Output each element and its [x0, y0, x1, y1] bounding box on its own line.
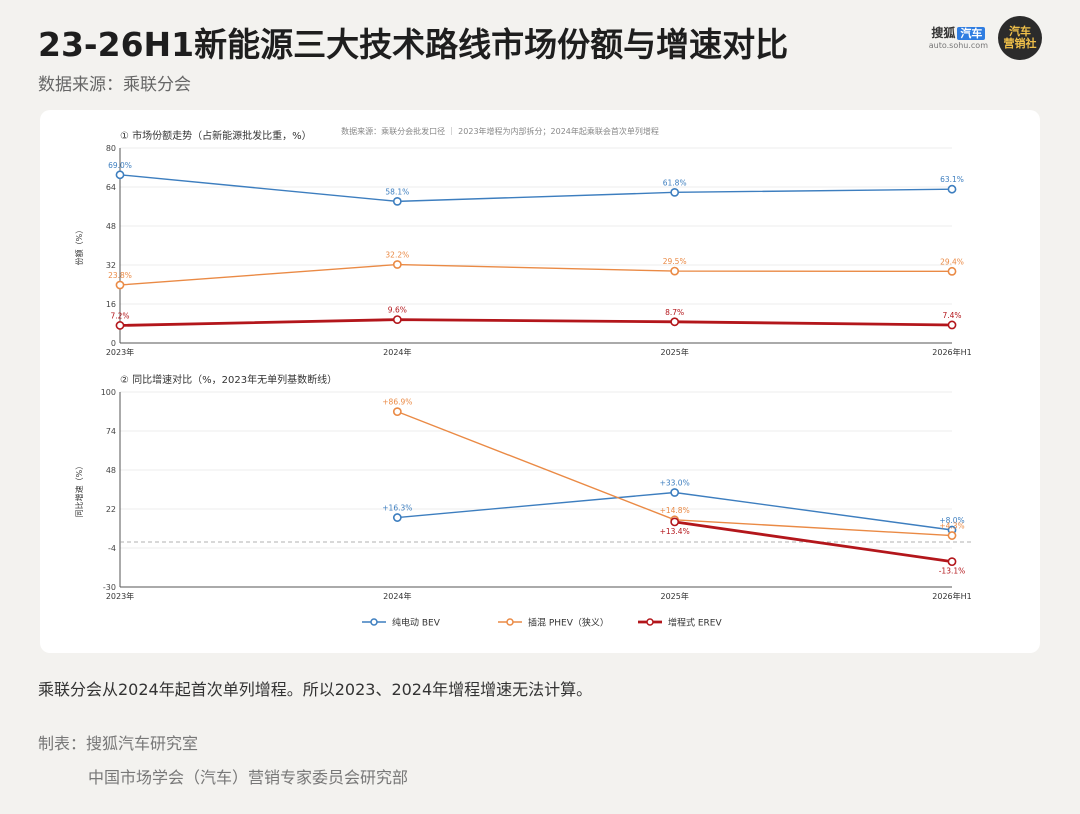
series-line-phev [119, 263, 953, 286]
data-label-phev: +14.8% [660, 506, 690, 515]
data-label-phev: 29.5% [663, 257, 687, 266]
data-point-erev [392, 315, 402, 324]
data-point-erev [670, 517, 680, 527]
y-tick-label: 64 [106, 183, 116, 192]
data-label-bev: 69.0% [108, 161, 132, 170]
data-point-phev [392, 407, 402, 417]
data-point-bev [115, 170, 125, 180]
data-label-erev: 9.6% [388, 306, 407, 315]
data-label-bev: 63.1% [940, 175, 964, 184]
data-point-bev [670, 187, 680, 197]
y-tick-label: 48 [106, 222, 116, 231]
chart-source-note: 数据来源：乘联分会批发口径 ｜ 2023年增程为内部拆分；2024年起乘联会首次… [341, 126, 659, 136]
y-tick-label: 100 [101, 388, 116, 397]
data-point-erev [670, 317, 680, 327]
data-label-bev: 61.8% [663, 178, 687, 187]
data-label-erev: 7.4% [942, 311, 961, 320]
legend-marker-bev [370, 618, 378, 626]
logo-tag: 汽车 [957, 26, 986, 40]
logo-url: auto.sohu.com [928, 40, 988, 50]
y-tick-label: 0 [111, 339, 116, 348]
data-point-phev [115, 280, 125, 290]
data-label-phev: +86.9% [382, 398, 412, 407]
x-tick-label: 2026年H1 [932, 591, 971, 601]
data-label-erev: 7.2% [110, 311, 129, 320]
chart-card: 数据来源：乘联分会批发口径 ｜ 2023年增程为内部拆分；2024年起乘联会首次… [40, 110, 1040, 653]
data-point-bev [392, 513, 402, 522]
data-label-bev: +33.0% [660, 479, 690, 488]
data-label-bev: +16.3% [382, 504, 412, 513]
legend-label-bev: 纯电动 BEV [392, 617, 441, 629]
data-point-phev [947, 531, 957, 540]
y-tick-label: 48 [106, 466, 116, 475]
data-label-phev: 23.8% [108, 271, 132, 280]
y-tick-label: -4 [108, 544, 116, 553]
y-axis-label-1: 份额（%） [74, 226, 84, 266]
footnote: 乘联分会从2024年起首次单列增程。所以2023、2024年增程增速无法计算。 [38, 680, 593, 699]
data-label-phev: 29.4% [940, 257, 964, 266]
panel-title-1: ① 市场份额走势（占新能源批发比重，%） [120, 129, 312, 142]
data-point-bev [947, 184, 957, 194]
data-point-erev [115, 321, 125, 330]
data-label-phev: 32.2% [385, 251, 409, 260]
credit-line-1: 制表：搜狐汽车研究室 [38, 734, 199, 753]
data-point-bev [392, 196, 402, 206]
data-point-erev [947, 320, 957, 330]
legend-marker-erev [646, 618, 654, 626]
y-axis-label-2: 同比增速（%） [74, 462, 84, 518]
data-label-erev: -13.1% [939, 567, 966, 576]
data-point-phev [392, 260, 402, 269]
x-tick-label: 2023年 [106, 591, 134, 601]
page-title: 23-26H1新能源三大技术路线市场份额与增速对比 [38, 25, 789, 64]
series-line-erev [119, 318, 953, 327]
data-point-erev [947, 557, 957, 567]
data-label-erev: +13.4% [660, 527, 690, 536]
y-tick-label: 22 [106, 505, 116, 514]
data-label-bev: +8.0% [939, 516, 964, 525]
y-tick-label: 16 [106, 300, 116, 309]
logo-brand: 搜狐 [931, 25, 956, 40]
y-tick-label: 80 [106, 144, 116, 153]
panel-title-2: ② 同比增速对比（%，2023年无单列基数断线） [120, 373, 337, 386]
y-tick-label: 74 [106, 427, 116, 436]
badge-line2: 营销社 [1003, 37, 1037, 50]
data-point-bev [670, 488, 680, 497]
x-tick-label: 2025年 [660, 591, 688, 601]
chart-canvas: 数据来源：乘联分会批发口径 ｜ 2023年增程为内部拆分；2024年起乘联会首次… [74, 126, 972, 629]
legend-label-phev: 插混 PHEV（狭义） [528, 617, 609, 629]
series-line-bev [119, 174, 953, 203]
credit-line-2: 中国市场学会（汽车）营销专家委员会研究部 [88, 768, 409, 787]
y-tick-label: -30 [103, 583, 116, 592]
x-tick-label: 2026年H1 [932, 347, 971, 357]
x-tick-label: 2025年 [660, 347, 688, 357]
legend-marker-phev [506, 618, 514, 626]
legend-label-erev: 增程式 EREV [668, 617, 722, 629]
x-tick-label: 2023年 [106, 347, 134, 357]
sohu-logo: 搜狐 汽车 auto.sohu.com [928, 25, 988, 50]
data-label-bev: 58.1% [385, 187, 409, 196]
data-point-phev [670, 266, 680, 276]
series-line-erev [674, 520, 953, 564]
logo: 搜狐 汽车 auto.sohu.com 汽车 营销社 [929, 16, 1042, 60]
y-tick-label: 32 [106, 261, 116, 270]
x-tick-label: 2024年 [383, 591, 411, 601]
badge-line1: 汽车 [1009, 24, 1031, 38]
data-source: 数据来源：乘联分会 [38, 75, 191, 95]
x-tick-label: 2024年 [383, 347, 411, 357]
data-label-phev: +4.3% [939, 522, 964, 531]
marketing-club-badge: 汽车 营销社 [998, 16, 1042, 60]
data-label-erev: 8.7% [665, 308, 684, 317]
data-point-phev [947, 266, 957, 276]
